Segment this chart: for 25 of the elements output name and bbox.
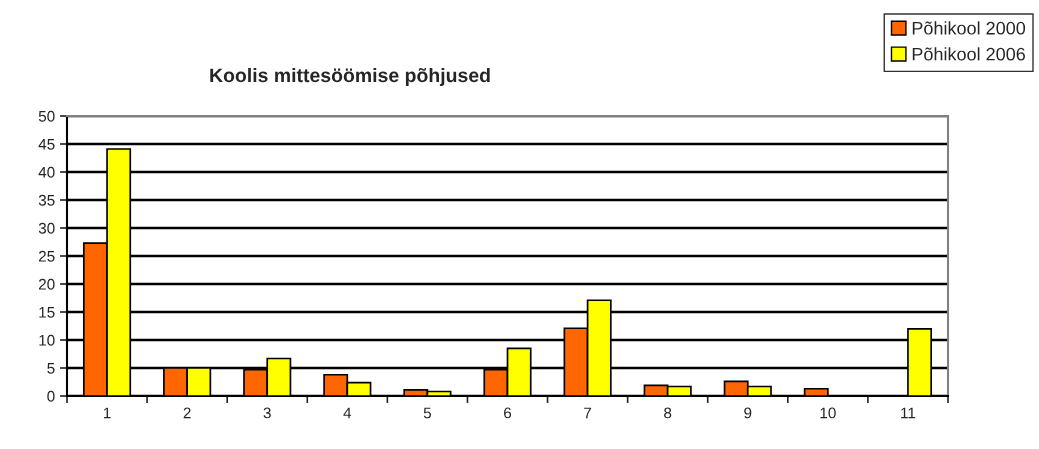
- x-tick-label: 1: [103, 407, 111, 419]
- y-tick-label: 0: [47, 390, 55, 402]
- y-tick-label: 35: [38, 194, 55, 206]
- x-tick-label: 2: [183, 407, 191, 419]
- x-tick-label: 10: [820, 407, 836, 419]
- legend-label: Põhikool 2006: [912, 47, 1025, 61]
- y-tick-label: 20: [38, 278, 55, 290]
- x-tick-label: 11: [901, 407, 916, 419]
- chart-title: Koolis mittesöömise põhjused: [210, 67, 490, 87]
- x-tick-label: 3: [263, 407, 271, 419]
- y-tick-label: 30: [38, 222, 55, 234]
- x-tick-label: 9: [744, 407, 752, 419]
- x-tick-label: 5: [423, 407, 432, 419]
- x-tick-label: 4: [343, 407, 352, 419]
- y-tick-label: 15: [39, 307, 55, 318]
- x-tick-label: 8: [664, 407, 672, 419]
- y-tick-label: 25: [38, 250, 55, 262]
- y-tick-label: 50: [38, 110, 55, 122]
- y-tick-label: 5: [47, 363, 55, 374]
- x-tick-label: 7: [584, 407, 592, 419]
- legend-label: Põhikool 2000: [912, 21, 1026, 35]
- y-tick-label: 45: [38, 139, 55, 150]
- y-tick-label: 40: [38, 166, 55, 178]
- x-tick-label: 6: [504, 407, 512, 419]
- y-tick-label: 10: [39, 334, 55, 346]
